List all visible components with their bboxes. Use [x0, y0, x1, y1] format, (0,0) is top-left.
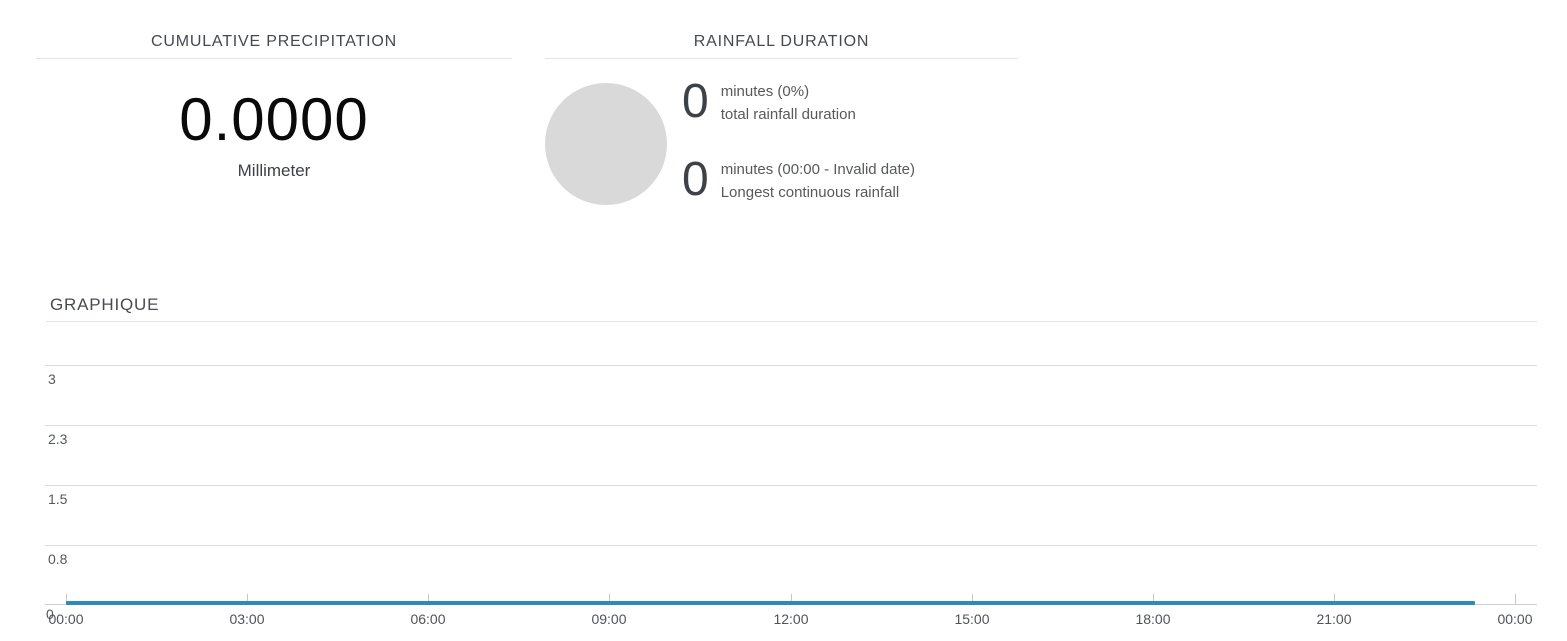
cumulative-precipitation-value: 0.0000 [179, 86, 369, 153]
x-tick-00-00 [66, 594, 67, 604]
y-tick-label-2-3: 2.3 [48, 431, 68, 447]
total-rainfall-duration-text: minutes (0%) total rainfall duration [721, 80, 856, 126]
x-tick-label-18-00: 18:00 [1135, 611, 1171, 627]
total-rainfall-duration-line1: minutes (0%) [720, 83, 810, 100]
precipitation-chart-plot-area[interactable]: 3 2.3 1.5 0.8 0 00:00 03:00 06:00 09:00 … [0, 340, 1567, 640]
y-tick-label-0: 0 [46, 606, 54, 622]
y-tick-label-0-8: 0.8 [48, 551, 68, 567]
x-tick-12-00 [791, 594, 792, 604]
x-tick-label-24-00: 00:00 [1497, 611, 1533, 627]
x-tick-18-00 [1153, 594, 1154, 604]
cumulative-precipitation-divider [36, 58, 512, 59]
rainfall-duration-donut-chart[interactable] [545, 83, 667, 205]
x-tick-03-00 [247, 594, 248, 604]
longest-continuous-rainfall-line1: minutes (00:00 - Invalid date) [720, 161, 915, 178]
x-tick-06-00 [428, 594, 429, 604]
longest-continuous-rainfall-value: 0 [682, 153, 709, 206]
x-tick-label-09-00: 09:00 [591, 611, 627, 627]
total-rainfall-duration-line2: total rainfall duration [720, 106, 856, 123]
cumulative-precipitation-unit: Millimeter [237, 161, 311, 180]
longest-continuous-rainfall-stat: 0 minutes (00:00 - Invalid date) Longest… [682, 156, 915, 204]
x-tick-24-00 [1515, 594, 1516, 604]
precipitation-series-line[interactable] [66, 601, 1475, 605]
graph-section-title: GRAPHIQUE [50, 295, 160, 314]
graph-section-divider [46, 321, 1537, 322]
x-tick-label-12-00: 12:00 [773, 611, 809, 627]
rainfall-duration-divider [545, 58, 1018, 59]
x-tick-label-15-00: 15:00 [954, 611, 990, 627]
cumulative-precipitation-title: CUMULATIVE PRECIPITATION [151, 33, 397, 50]
rainfall-duration-title: RAINFALL DURATION [693, 33, 870, 50]
gridline-3 [45, 365, 1537, 366]
y-tick-label-1-5: 1.5 [48, 491, 68, 507]
x-tick-label-03-00: 03:00 [229, 611, 265, 627]
x-tick-09-00 [609, 594, 610, 604]
gridline-1-5 [45, 485, 1537, 486]
total-rainfall-duration-value: 0 [682, 75, 709, 128]
longest-continuous-rainfall-line2: Longest continuous rainfall [720, 184, 900, 201]
x-tick-label-00-00: 00:00 [48, 611, 84, 627]
y-tick-label-3: 3 [48, 371, 56, 387]
longest-continuous-rainfall-text: minutes (00:00 - Invalid date) Longest c… [721, 158, 915, 204]
x-tick-15-00 [972, 594, 973, 604]
x-tick-21-00 [1334, 594, 1335, 604]
x-tick-label-21-00: 21:00 [1316, 611, 1352, 627]
x-tick-label-06-00: 06:00 [410, 611, 446, 627]
gridline-0-8 [45, 545, 1537, 546]
total-rainfall-duration-stat: 0 minutes (0%) total rainfall duration [682, 78, 856, 126]
gridline-2-3 [45, 425, 1537, 426]
